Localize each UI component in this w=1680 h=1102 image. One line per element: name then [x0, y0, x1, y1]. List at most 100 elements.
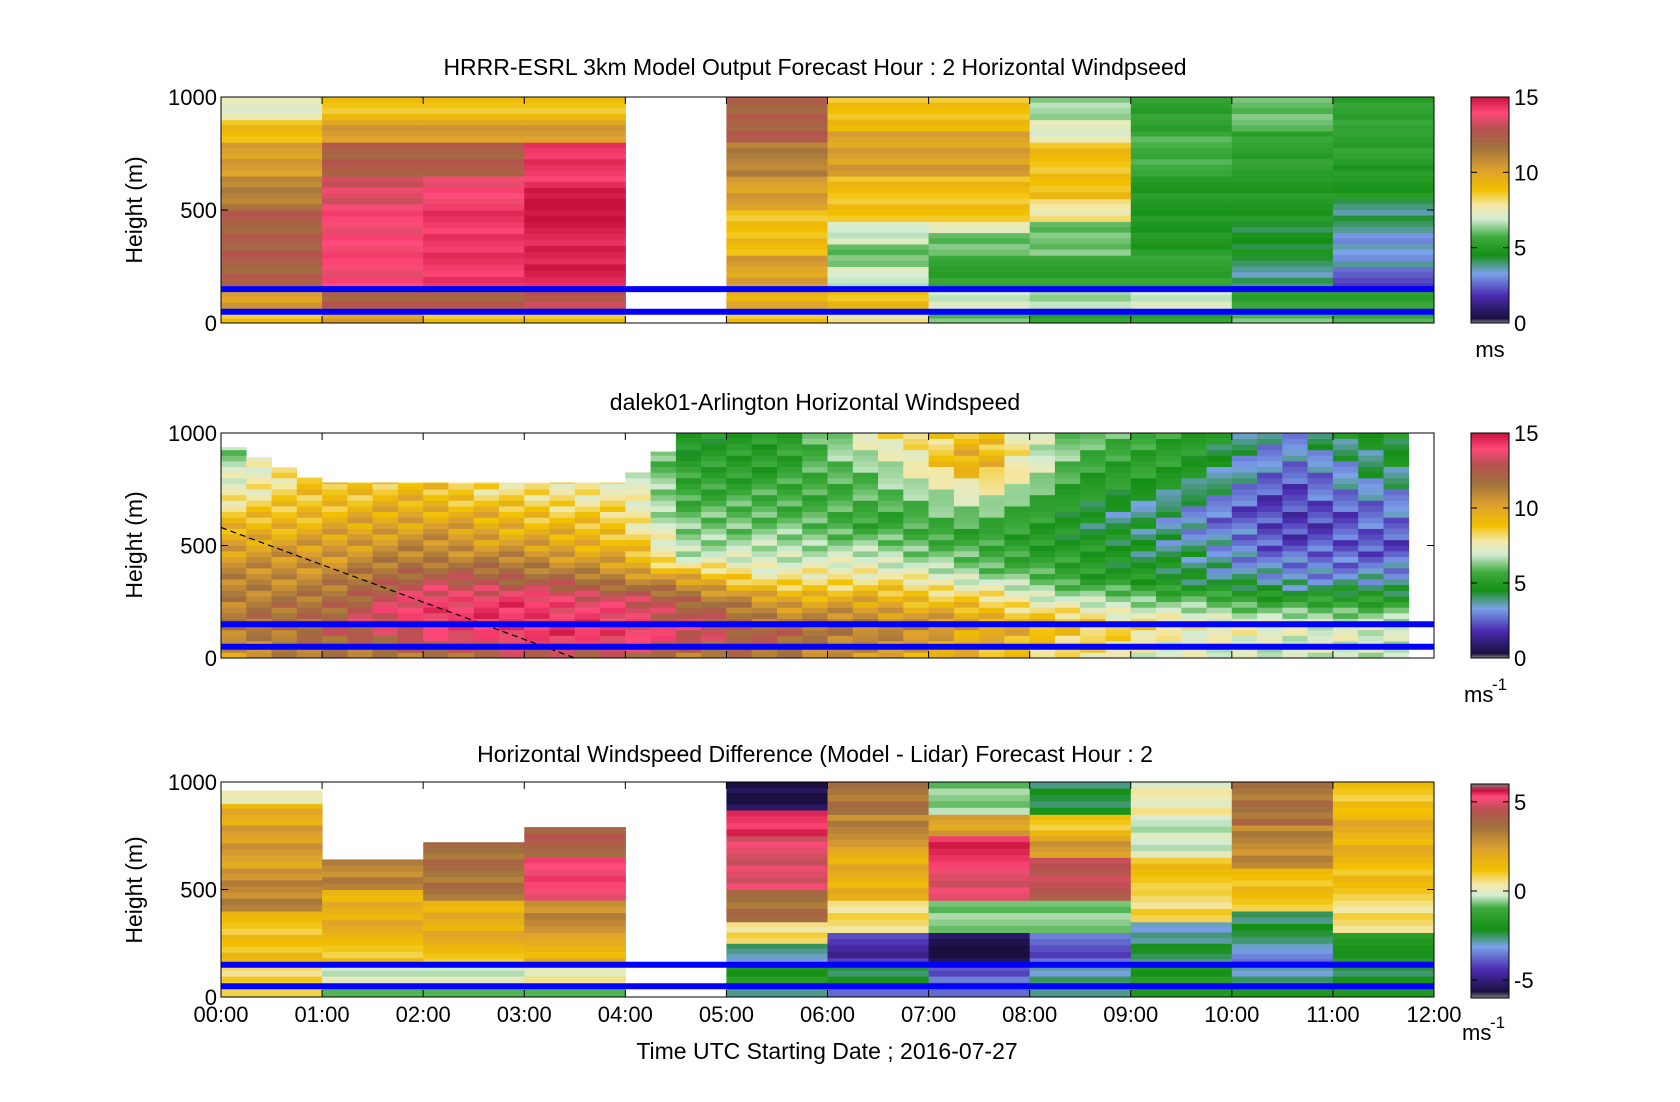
difference-cell: [1231, 812, 1334, 820]
model-cell: [1332, 130, 1435, 138]
lidar-cell: [878, 444, 904, 451]
lidar-cell: [878, 652, 904, 659]
lidar-cell: [1156, 511, 1182, 518]
lidar-cell: [701, 444, 727, 451]
lidar-cell: [499, 489, 525, 496]
lidar-cell: [574, 562, 601, 569]
lidar-cell: [1029, 607, 1056, 614]
difference-panel: Horizontal Windspeed Difference (Model -…: [121, 741, 1534, 1064]
model-cell: [1332, 260, 1435, 267]
model-cell: [1130, 232, 1233, 239]
lidar-cell: [903, 613, 929, 619]
lidar-cell: [549, 483, 576, 490]
lidar-cell: [827, 444, 854, 451]
lidar-cell: [751, 545, 778, 552]
lidar-cell: [777, 511, 803, 518]
lidar-cell: [1358, 607, 1384, 614]
lidar-cell: [903, 601, 929, 608]
model-cell: [928, 221, 1031, 228]
lidar-cell: [1181, 500, 1207, 507]
lidar-cell: [751, 635, 778, 642]
lidar-cell: [499, 584, 525, 591]
difference-cell: [322, 976, 424, 983]
lidar-cell: [600, 545, 626, 552]
lidar-cell: [827, 489, 854, 496]
difference-cell: [423, 931, 525, 938]
lidar-cell: [473, 539, 500, 546]
lidar-cell: [852, 539, 879, 546]
lidar-cell: [650, 596, 677, 602]
lidar-cell: [852, 444, 879, 451]
lidar-cell: [1004, 444, 1030, 451]
lidar-cell: [802, 590, 828, 597]
lidar-cell: [852, 635, 879, 642]
lidar-cell: [650, 466, 677, 473]
lidar-cell: [347, 489, 373, 496]
lidar-cell: [928, 601, 955, 608]
lidar-cell: [221, 472, 247, 479]
lidar-cell: [397, 573, 424, 580]
lidar-cell: [1181, 449, 1207, 456]
lidar-cell: [1206, 461, 1233, 467]
lidar-cell: [448, 506, 474, 512]
difference-cell: [1029, 846, 1132, 853]
lidar-cell: [1231, 449, 1258, 456]
difference-cell: [322, 920, 424, 927]
lidar-cell: [1181, 472, 1207, 479]
model-cell: [221, 113, 323, 121]
lidar-cell: [221, 455, 247, 462]
lidar-cell: [903, 517, 929, 524]
lidar-cell: [1029, 489, 1056, 496]
lidar-cell: [1358, 629, 1384, 636]
difference-cell: [524, 976, 626, 983]
lidar-cell: [423, 568, 449, 574]
lidar-cell: [1383, 613, 1410, 619]
lidar-cell: [953, 478, 980, 484]
lidar-cell: [1054, 584, 1081, 591]
difference-cell: [1231, 874, 1334, 881]
lidar-cell: [953, 489, 980, 496]
lidar-cell: [1004, 455, 1030, 462]
difference-cell: [928, 819, 1031, 826]
model-cell: [524, 176, 626, 183]
lidar-cell: [1358, 652, 1384, 659]
lidar-cell: [600, 629, 626, 636]
model-cell: [928, 204, 1031, 211]
lidar-cell: [802, 534, 828, 541]
lidar-cell: [1257, 607, 1283, 614]
difference-unit-base: ms: [1462, 1020, 1491, 1045]
model-cell: [423, 97, 525, 104]
difference-cell: [1332, 782, 1435, 789]
lidar-cell: [650, 613, 677, 619]
lidar-cell: [701, 528, 727, 535]
model-cell: [322, 318, 424, 324]
lidar-cell: [499, 568, 525, 574]
lidar-cell: [1383, 596, 1410, 602]
lidar-cell: [246, 629, 272, 636]
lidar-cell: [675, 601, 702, 608]
model-cell: [827, 266, 930, 273]
difference-cell: [928, 970, 1031, 978]
lidar-cell: [1004, 635, 1030, 642]
model-cell: [423, 147, 525, 154]
lidar-cell: [549, 539, 576, 546]
lidar-cell: [1054, 511, 1081, 518]
lidar-cell: [1358, 601, 1384, 608]
difference-cell: [827, 827, 930, 835]
model-y-tick-label: 500: [180, 198, 217, 223]
lidar-cell: [1257, 500, 1283, 507]
lidar-cell: [878, 489, 904, 496]
lidar-cell: [600, 523, 626, 529]
lidar-cell: [574, 551, 601, 557]
model-cell: [1332, 125, 1435, 132]
lidar-cell: [1181, 539, 1207, 546]
lidar-cell: [878, 433, 904, 439]
lidar-cell: [347, 511, 373, 518]
lidar-cell: [827, 601, 854, 608]
lidar-cell: [1156, 551, 1182, 557]
lidar-cell: [1156, 584, 1182, 591]
model-cell: [726, 289, 828, 296]
lidar-cell: [953, 635, 980, 642]
lidar-cell: [600, 539, 626, 546]
model-cell: [1130, 243, 1233, 250]
